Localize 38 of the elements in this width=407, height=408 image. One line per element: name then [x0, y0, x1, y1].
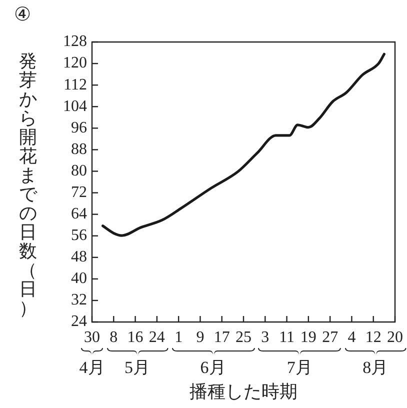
text: 4月	[79, 358, 105, 377]
x-axis-title: 播種した時期	[190, 382, 298, 402]
x-tick-label: 27	[322, 329, 338, 346]
x-tick-label: 25	[236, 329, 252, 346]
x-tick-label: 8	[110, 329, 118, 346]
x-tick-label: 4	[348, 329, 356, 346]
line-series	[102, 52, 386, 237]
y-tick-label: 80	[71, 162, 87, 180]
text: 7月	[286, 358, 312, 377]
y-tick-label: 56	[71, 227, 87, 244]
text: 6月	[200, 358, 226, 377]
x-tick-label: 30	[84, 329, 100, 346]
x-tick-label: 17	[214, 329, 230, 346]
x-tick-label: 3	[261, 329, 270, 346]
x-tick-label: 19	[300, 329, 316, 346]
x-tick-label: 11	[279, 329, 294, 346]
x-tick-label: 9	[196, 329, 204, 346]
y-tick-label: 112	[64, 76, 87, 94]
y-tick-label: 32	[71, 292, 87, 309]
y-tick-label: 48	[71, 248, 87, 266]
x-tick-label: 12	[365, 329, 382, 346]
y-tick-label: 40	[71, 270, 87, 288]
y-tick-label: 88	[71, 140, 87, 158]
y-tick-label: 120	[63, 54, 87, 72]
y-tick-label: 64	[71, 206, 87, 223]
x-tick-label: 1	[174, 329, 183, 346]
y-tick-label: 96	[71, 119, 87, 136]
text: 8月	[362, 358, 388, 377]
text: 発芽から開花までの日数（日）	[19, 51, 37, 318]
y-tick-label: 24	[71, 313, 87, 330]
text: 5月	[124, 358, 150, 377]
y-tick-label: 128	[63, 33, 87, 50]
x-tick-label: 20	[387, 329, 403, 346]
y-tick-label: 104	[63, 98, 87, 115]
y-tick-label: 72	[71, 184, 87, 201]
chart-title: ④	[14, 4, 31, 26]
x-tick-label: 16	[127, 329, 144, 346]
x-tick-label: 24	[148, 329, 165, 346]
